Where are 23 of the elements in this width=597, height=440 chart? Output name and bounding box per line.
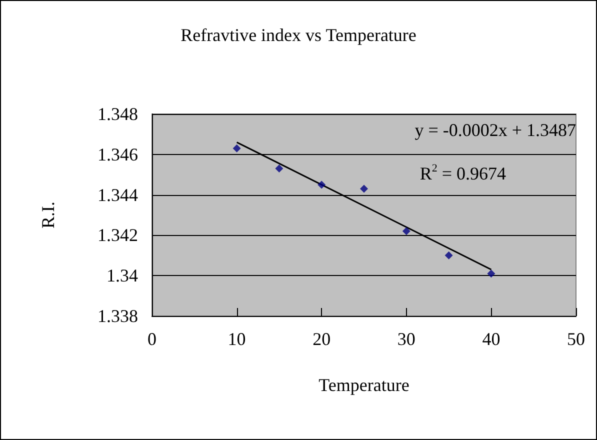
point [360,184,368,193]
y-tick-label: 1.342 [98,225,138,246]
point [275,164,284,173]
y-tick-label: 1.348 [98,104,138,124]
chart-title: Refravtive index vs Temperature [180,25,416,45]
point [402,227,410,236]
x-tick-label: 20 [312,329,331,349]
x-tick-label: 0 [148,329,156,349]
y-tick-label: 1.344 [98,184,138,205]
y-axis-title: R.I. [38,202,58,228]
y-tick-label: 1.346 [98,144,138,164]
x-tick-label: 30 [397,329,416,349]
point [487,270,496,278]
x-tick-label: 10 [228,329,246,349]
annotation: y = -0.0002x + 1.3487 [414,120,576,140]
x-tick-label: 50 [567,329,585,349]
x-tick-label: 40 [482,329,500,349]
y-tick-label: 1.338 [98,306,138,326]
point [318,180,326,189]
point [444,251,453,260]
point [232,144,241,152]
y-tick-label: 1.34 [106,266,138,286]
x-axis-title: Temperature [318,375,410,395]
